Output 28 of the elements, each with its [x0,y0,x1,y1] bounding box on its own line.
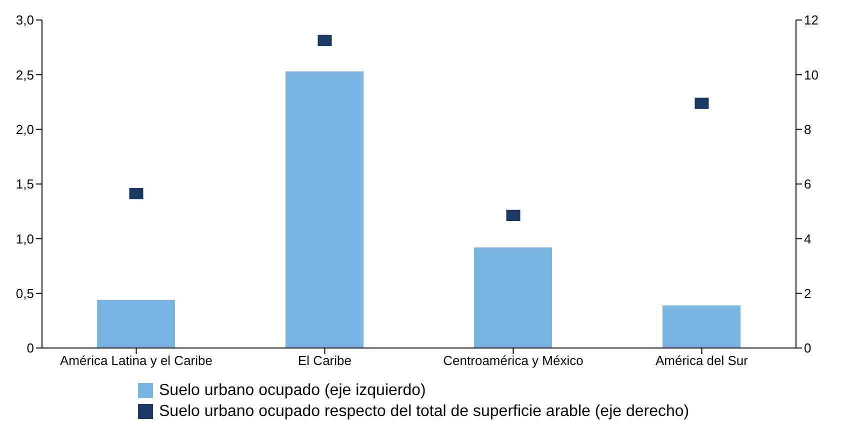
bar [662,305,740,348]
legend-label: Suelo urbano ocupado respecto del total de superficie arable (eje derecho) [159,402,690,420]
y2-tick-label: 6 [804,176,812,192]
x-tick-label: América del Sur [656,353,749,368]
x-tick-label: América Latina y el Caribe [60,353,212,368]
point [129,188,144,200]
y-tick-label: 0,5 [16,286,34,301]
bar [97,300,175,348]
y-tick-label: 0 [26,340,34,356]
y-tick-label: 2,5 [16,67,34,82]
bar [286,71,364,348]
y-tick-label: 1,5 [16,176,34,192]
y2-tick-label: 10 [804,67,818,82]
bar [474,247,552,348]
x-tick-label: El Caribe [298,353,352,368]
y-tick-label: 3,0 [16,12,34,28]
y2-tick-label: 0 [804,340,812,356]
y2-tick-label: 8 [804,122,812,137]
point [506,210,520,221]
y-tick-label: 1,0 [16,231,34,246]
point [694,98,709,109]
y2-tick-label: 4 [804,231,812,246]
y-tick-label: 2,0 [16,122,34,137]
legend-label: Suelo urbano ocupado (eje izquierdo) [159,382,426,400]
point [318,34,332,46]
y2-tick-label: 2 [804,286,812,301]
y2-tick-label: 12 [804,12,818,28]
x-tick-label: Centroamérica y México [443,353,584,368]
